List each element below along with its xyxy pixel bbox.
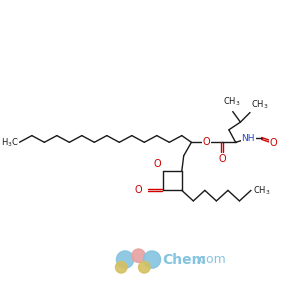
Circle shape (143, 251, 161, 268)
Text: .com: .com (195, 253, 226, 266)
Circle shape (132, 249, 145, 262)
Text: CH$_3$: CH$_3$ (251, 98, 268, 111)
Text: Chem: Chem (163, 253, 207, 267)
Circle shape (116, 262, 127, 273)
Circle shape (139, 262, 150, 273)
Text: CH$_3$: CH$_3$ (223, 95, 241, 108)
Text: O: O (218, 154, 226, 164)
Text: NH: NH (241, 134, 255, 143)
Text: O: O (135, 185, 142, 195)
Text: H$_3$C: H$_3$C (1, 136, 18, 148)
Text: O: O (153, 159, 160, 169)
Circle shape (116, 251, 134, 268)
Text: O: O (203, 137, 211, 147)
Text: CH$_3$: CH$_3$ (253, 184, 271, 196)
Text: O: O (269, 138, 277, 148)
